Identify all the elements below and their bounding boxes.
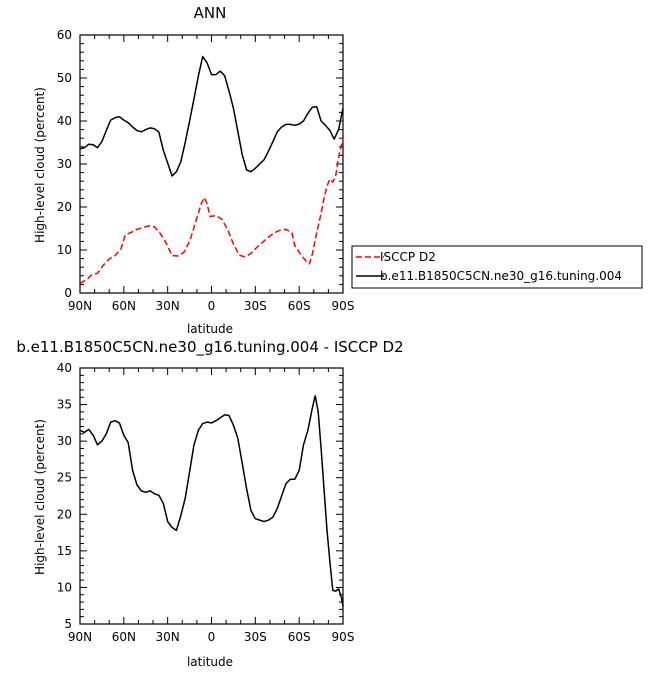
y-tick-label: 50: [57, 71, 72, 85]
y-tick-label: 20: [57, 507, 72, 521]
top-chart-title: ANN: [194, 4, 227, 22]
bottom-chart-title: b.e11.B1850C5CN.ne30_g16.tuning.004 - IS…: [16, 338, 403, 357]
x-tick-label: 60N: [112, 299, 136, 313]
legend-label-model: b.e11.B1850C5CN.ne30_g16.tuning.004: [380, 269, 622, 283]
x-tick-label: 90N: [68, 299, 92, 313]
legend-label-isccp: ISCCP D2: [380, 250, 436, 264]
top-chart-x-axis-title: latitude: [187, 322, 233, 336]
x-tick-label: 30S: [244, 299, 267, 313]
bottom-chart-plot: 90N 60N 30N 0 30S 60S 90S 5 10 15 20 25 30 35 40: [57, 361, 355, 644]
x-tick-label: 0: [208, 630, 216, 644]
series-line-0: [79, 138, 344, 285]
bottom-chart: b.e11.B1850C5CN.ne30_g16.tuning.004 - IS…: [16, 338, 403, 669]
y-tick-label: 10: [57, 580, 72, 594]
y-tick-label: 30: [57, 157, 72, 171]
x-tick-label: 60N: [112, 630, 136, 644]
y-tick-label: 20: [57, 200, 72, 214]
y-tick-label: 25: [57, 471, 72, 485]
top-chart-legend: ISCCP D2 b.e11.B1850C5CN.ne30_g16.tuning…: [351, 245, 643, 289]
legend-box: [351, 245, 643, 289]
series-line-1: [79, 55, 344, 177]
top-chart: ANN 90N 60N 30N 0 30S 60S 90S 0 10 20 30 40 50 60 lat…: [33, 4, 354, 336]
plot-frame: [79, 367, 344, 625]
y-tick-label: 40: [57, 114, 72, 128]
top-chart-plot: 90N 60N 30N 0 30S 60S 90S 0 10 20 30 40 50 60: [57, 28, 355, 313]
top-chart-y-axis-title: High-level cloud (percent): [33, 87, 47, 243]
y-tick-label: 35: [57, 398, 72, 412]
x-tick-label: 60S: [288, 630, 311, 644]
x-tick-label: 60S: [288, 299, 311, 313]
y-tick-label: 40: [57, 361, 72, 375]
x-tick-label: 90S: [332, 299, 355, 313]
x-tick-label: 30N: [156, 299, 180, 313]
y-tick-label: 60: [57, 28, 72, 42]
y-tick-label: 15: [57, 544, 72, 558]
x-tick-label: 90S: [332, 630, 355, 644]
y-tick-label: 10: [57, 243, 72, 257]
y-tick-label: 5: [64, 617, 72, 631]
y-tick-label: 30: [57, 434, 72, 448]
y-tick-label: 0: [64, 286, 72, 300]
x-tick-label: 90N: [68, 630, 92, 644]
x-tick-label: 0: [208, 299, 216, 313]
bottom-chart-y-axis-title: High-level cloud (percent): [33, 419, 47, 575]
series-line-0: [79, 395, 344, 607]
bottom-chart-x-axis-title: latitude: [187, 655, 233, 669]
x-tick-label: 30S: [244, 630, 267, 644]
x-tick-label: 30N: [156, 630, 180, 644]
